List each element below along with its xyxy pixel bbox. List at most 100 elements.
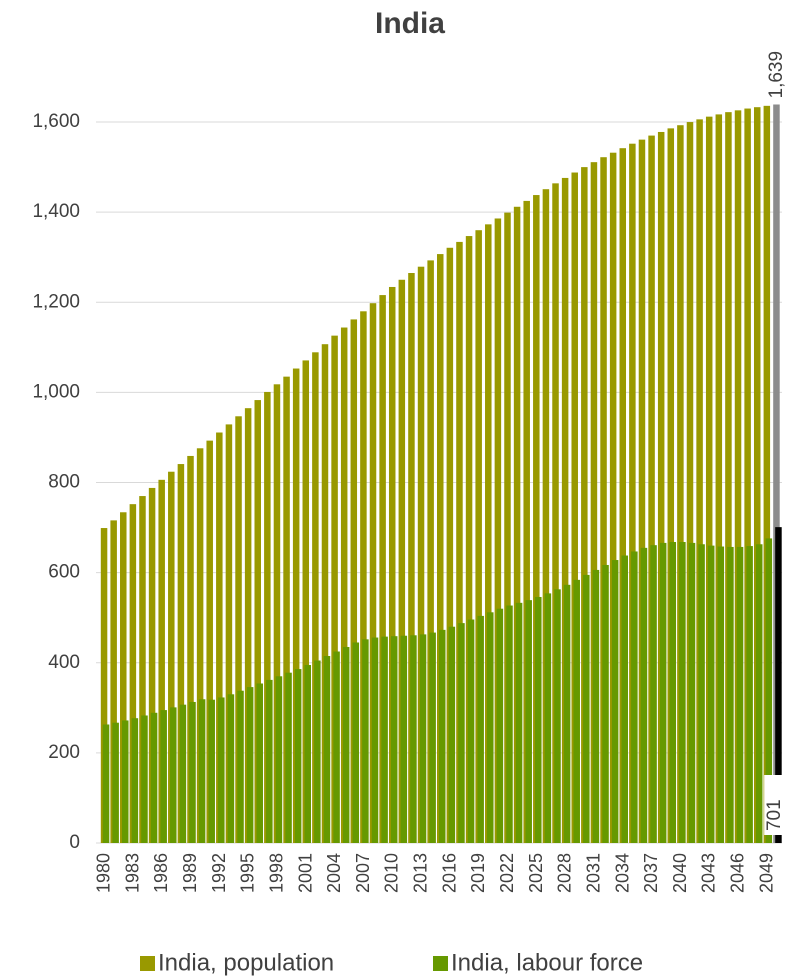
bar xyxy=(369,303,377,843)
bar xyxy=(602,564,609,843)
bar xyxy=(187,455,194,843)
bar xyxy=(525,600,532,843)
bar xyxy=(417,266,425,843)
bar xyxy=(246,687,254,843)
legend-label: India, labour force xyxy=(451,949,643,976)
bar xyxy=(456,241,463,844)
bar xyxy=(513,206,521,843)
legend-label: India, population xyxy=(158,949,334,976)
bar xyxy=(573,579,580,843)
bar xyxy=(179,704,187,843)
bar xyxy=(715,114,723,844)
x-tick-label: 2019 xyxy=(468,853,488,893)
bar xyxy=(206,440,213,843)
bar xyxy=(640,547,648,843)
x-tick-label: 2013 xyxy=(411,853,431,893)
y-tick-label: 600 xyxy=(48,562,80,583)
bar xyxy=(677,125,684,843)
bar xyxy=(736,546,744,843)
y-tick-label: 1,600 xyxy=(32,111,80,132)
bar xyxy=(218,697,225,843)
bar xyxy=(631,551,638,843)
bar xyxy=(494,218,502,843)
bar xyxy=(131,718,139,843)
bar xyxy=(621,555,629,843)
x-tick-label: 2004 xyxy=(324,853,344,893)
bar xyxy=(273,384,281,843)
bar xyxy=(544,593,552,843)
x-tick-label: 2010 xyxy=(382,853,402,893)
bar xyxy=(285,672,292,843)
bar xyxy=(120,512,127,843)
bar xyxy=(158,479,165,843)
bar xyxy=(304,665,312,843)
bar xyxy=(379,295,386,843)
bar xyxy=(150,712,158,843)
bar xyxy=(600,157,607,843)
bar xyxy=(542,189,550,843)
bar xyxy=(360,311,367,843)
y-tick-label: 1,400 xyxy=(32,201,80,222)
bar xyxy=(705,116,713,844)
bar xyxy=(648,135,655,843)
bar xyxy=(581,167,588,843)
bar xyxy=(552,183,559,844)
bar xyxy=(755,544,763,843)
bar xyxy=(312,352,319,843)
bar xyxy=(439,629,446,843)
bar xyxy=(506,605,513,843)
bar xyxy=(717,546,725,843)
bar xyxy=(629,143,636,843)
x-tick-label: 2049 xyxy=(756,853,776,893)
bar xyxy=(371,637,379,843)
bar xyxy=(100,528,108,843)
bar xyxy=(504,212,511,843)
y-tick-label: 1,200 xyxy=(32,291,80,312)
bar xyxy=(619,148,627,844)
data-label: 701 xyxy=(764,799,785,831)
x-tick-label: 1986 xyxy=(151,853,171,893)
bar xyxy=(667,128,675,843)
x-tick-label: 2016 xyxy=(439,853,459,893)
bar xyxy=(333,651,340,843)
bar xyxy=(321,344,329,843)
bar xyxy=(122,720,129,843)
bar xyxy=(734,110,742,844)
bar xyxy=(275,676,283,843)
bar xyxy=(400,635,408,843)
bar xyxy=(657,131,665,843)
bar xyxy=(352,642,360,843)
bar xyxy=(561,177,569,843)
bar xyxy=(763,105,771,843)
bar xyxy=(170,707,177,843)
y-tick-label: 200 xyxy=(48,742,80,763)
bar xyxy=(465,236,473,844)
bar xyxy=(196,448,204,843)
bar xyxy=(139,496,146,843)
bar xyxy=(650,545,657,843)
x-tick-label: 1992 xyxy=(209,853,229,893)
bar xyxy=(609,152,617,843)
y-tick-label: 1,000 xyxy=(32,381,80,402)
bar xyxy=(112,722,119,843)
bar xyxy=(429,632,436,843)
bar xyxy=(686,122,694,843)
bar xyxy=(696,119,703,844)
bar xyxy=(467,619,475,843)
bar xyxy=(189,701,196,843)
bar xyxy=(765,538,773,843)
bar xyxy=(698,544,705,843)
bar xyxy=(592,569,600,843)
legend-swatch xyxy=(433,956,448,971)
bar xyxy=(659,542,667,843)
bar xyxy=(388,286,396,843)
bar xyxy=(611,560,619,843)
bar xyxy=(292,368,300,843)
bar xyxy=(448,626,456,843)
bar xyxy=(254,400,261,843)
y-tick-label: 800 xyxy=(48,472,80,493)
bar xyxy=(487,612,494,843)
data-label-bg xyxy=(764,775,787,835)
bar xyxy=(314,660,321,843)
